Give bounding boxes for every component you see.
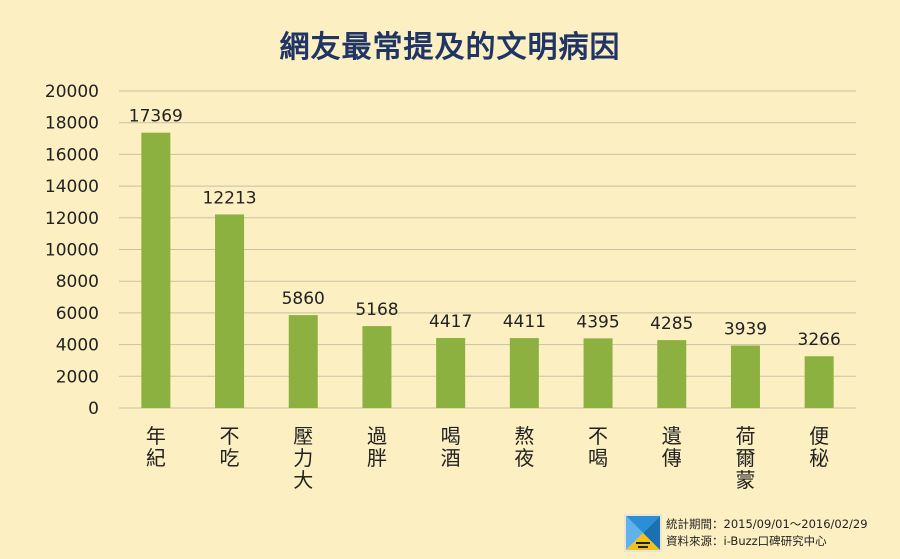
y-tick-label: 2000: [56, 367, 99, 387]
x-tick-label: 大: [293, 468, 313, 492]
data-label: 4395: [576, 312, 619, 332]
x-tick-label: 爾: [735, 446, 755, 470]
x-tick-label: 遺: [662, 424, 682, 448]
x-tick-label: 便: [809, 424, 829, 448]
bar-不喝: [583, 338, 613, 408]
data-label: 5168: [355, 300, 398, 320]
x-tick-label: 秘: [809, 446, 829, 470]
data-label: 12213: [203, 188, 257, 208]
x-tick-label: 夜: [514, 446, 534, 470]
y-tick-label: 14000: [45, 177, 99, 197]
y-tick-label: 18000: [45, 114, 99, 134]
data-labels: 17369 12213 5860 5168 4417 4411 4395 4285 3939 32…: [129, 107, 841, 351]
x-tick-label: 壓: [293, 424, 313, 448]
y-tick-label: 20000: [45, 82, 99, 102]
x-tick-label: 吃: [220, 446, 240, 470]
data-label: 4285: [650, 314, 693, 334]
y-tick-label: 10000: [45, 241, 99, 261]
x-tick-label: 喝: [588, 446, 608, 470]
y-axis-ticks: 0 2000 4000 6000 8000 10000 12000 14000 16000 180…: [45, 82, 99, 419]
bar-過胖: [362, 326, 392, 408]
bars: [141, 132, 834, 408]
data-label: 4417: [429, 312, 472, 332]
x-tick-label: 不: [220, 424, 240, 448]
bar-喝酒: [436, 337, 466, 408]
i-buzz-logo-icon: [624, 514, 662, 552]
footer-source: 資料來源：i-Buzz口碑研究中心: [666, 534, 827, 548]
y-tick-label: 6000: [56, 304, 99, 324]
y-tick-label: 16000: [45, 145, 99, 165]
x-tick-label: 胖: [367, 446, 387, 470]
y-tick-label: 4000: [56, 336, 99, 356]
x-tick-label: 酒: [441, 446, 461, 470]
x-tick-label: 力: [293, 446, 313, 470]
bar-不吃: [215, 214, 245, 408]
y-tick-label: 8000: [56, 272, 99, 292]
x-tick-label: 紀: [146, 446, 166, 470]
data-label: 3266: [798, 330, 841, 350]
data-label: 17369: [129, 107, 183, 127]
x-tick-label: 不: [588, 424, 608, 448]
y-tick-label: 0: [88, 399, 99, 419]
x-tick-label: 蒙: [735, 468, 755, 492]
data-label: 3939: [724, 320, 767, 340]
data-label: 5860: [282, 289, 325, 309]
x-tick-label: 荷: [735, 424, 755, 448]
x-tick-label: 傳: [662, 446, 682, 470]
bar-便秘: [804, 356, 834, 408]
bar-chart: 0 2000 4000 6000 8000 10000 12000 14000 16000 180…: [45, 82, 856, 492]
data-label: 4411: [503, 312, 546, 332]
footer-period: 統計期間：2015/09/01～2016/02/29: [666, 517, 868, 531]
chart-title: 網友最常提及的文明病因: [279, 30, 621, 65]
bar-荷爾蒙: [730, 345, 760, 408]
y-tick-label: 12000: [45, 209, 99, 229]
x-tick-label: 喝: [441, 424, 461, 448]
x-tick-label: 過: [367, 424, 387, 448]
x-tick-label: 年: [146, 424, 166, 448]
x-tick-label: 熬: [514, 424, 534, 448]
bar-年紀: [141, 132, 171, 408]
bar-壓力大: [288, 315, 318, 408]
bar-熬夜: [509, 338, 539, 408]
footer: 統計期間：2015/09/01～2016/02/29 資料來源：i-Buzz口碑…: [624, 514, 900, 556]
bar-遺傳: [657, 340, 687, 408]
